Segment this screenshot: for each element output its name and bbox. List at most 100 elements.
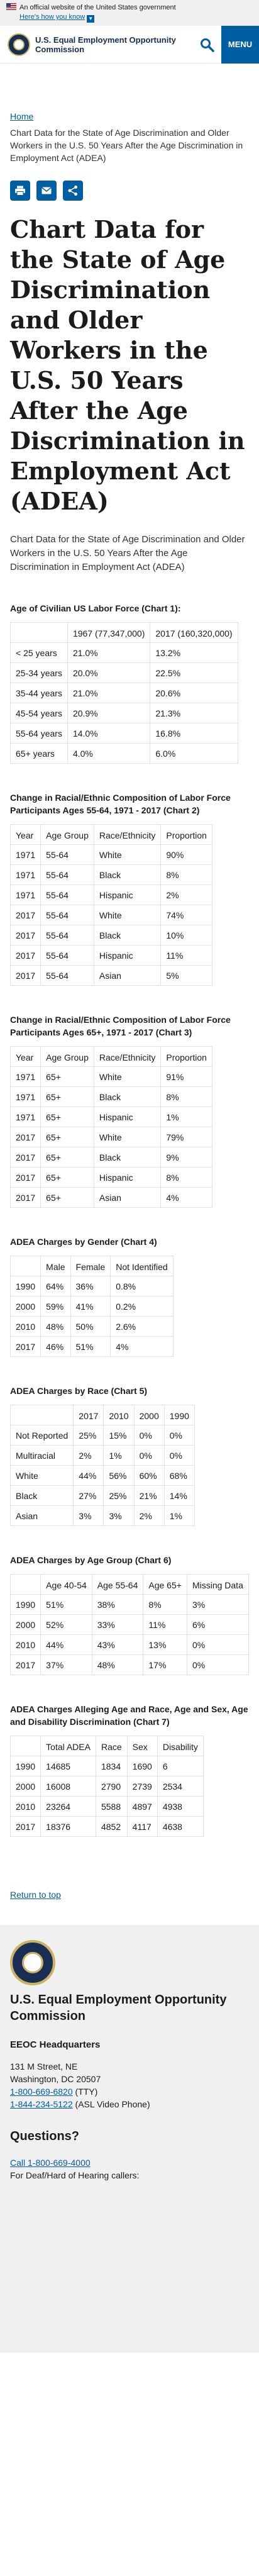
table-cell: 35-44 years	[10, 683, 68, 703]
breadcrumb-home-link[interactable]: Home	[10, 111, 34, 121]
table-cell: 65+	[40, 1066, 94, 1087]
table-cell: 74%	[160, 905, 212, 925]
column-header: Not Identified	[110, 1256, 174, 1276]
table-cell: 2017	[9, 1187, 41, 1208]
table-cell: 1971	[9, 864, 41, 885]
table-cell: Black	[9, 1485, 74, 1506]
table-cell: 64%	[40, 1276, 71, 1296]
column-header: 1990	[163, 1405, 195, 1425]
column-header	[9, 1405, 74, 1425]
table-cell: Black	[93, 1086, 162, 1107]
table-row: 2000 52% 33% 11% 6%	[9, 1614, 249, 1635]
chart-table-section: Change in Racial/Ethnic Composition of L…	[9, 1013, 249, 1208]
table-cell: Hispanic	[93, 945, 162, 966]
table-row: 2010 44% 43% 13% 0%	[9, 1634, 249, 1655]
table-cell: 1%	[163, 1505, 195, 1526]
table-title: ADEA Charges Alleging Age and Race, Age …	[10, 1704, 248, 1727]
table-cell: 4938	[157, 1796, 204, 1817]
column-header: Year	[9, 824, 41, 845]
table-row: 2017 55-64 Black 10%	[9, 925, 212, 945]
data-table: Male Female Not Identified 1990 64% 36% 0.8% 20…	[9, 1256, 174, 1357]
table-cell: 16.8%	[150, 723, 238, 744]
share-button[interactable]	[63, 181, 83, 201]
table-cell: 1971	[9, 884, 41, 905]
table-cell: 20.0%	[67, 662, 151, 683]
table-header-row: Total ADEA Race Sex Disability	[9, 1736, 204, 1756]
table-cell: 2790	[95, 1776, 128, 1797]
table-cell: 0%	[186, 1634, 249, 1655]
table-cell: 16008	[40, 1776, 96, 1797]
agency-name[interactable]: U.S. Equal Employment Opportunity Commis…	[35, 35, 176, 54]
table-cell: 5588	[95, 1796, 128, 1817]
column-header: Race	[95, 1736, 128, 1756]
table-cell: 6	[157, 1756, 204, 1776]
chart-table-section: ADEA Charges by Gender (Chart 4) Male Fema…	[9, 1235, 249, 1357]
table-cell: 25%	[103, 1485, 135, 1506]
column-header: 2000	[133, 1405, 165, 1425]
table-row: 2010 23264 5588 4897 4938	[9, 1796, 204, 1817]
us-flag-icon	[6, 3, 16, 10]
column-header	[9, 1256, 41, 1276]
table-cell: 46%	[40, 1336, 71, 1357]
print-button[interactable]	[10, 181, 30, 201]
table-cell: 2017	[9, 1127, 41, 1147]
table-cell: 2017	[9, 905, 41, 925]
table-cell: 1971	[9, 1086, 41, 1107]
table-title: Change in Racial/Ethnic Composition of L…	[10, 1015, 231, 1037]
column-header: Age 55-64	[91, 1574, 144, 1595]
table-cell: 55-64	[40, 884, 94, 905]
table-cell: 11%	[160, 945, 212, 966]
table-title: ADEA Charges by Age Group (Chart 6)	[10, 1555, 172, 1565]
column-header: Male	[40, 1256, 71, 1276]
gov-banner: An official website of the United States…	[0, 0, 259, 26]
table-header-row: 2017 2010 2000 1990	[9, 1405, 195, 1425]
table-cell: 56%	[103, 1465, 135, 1486]
heres-how-you-know-link[interactable]: Here's how you know	[19, 13, 85, 21]
table-cell: 55-64	[40, 945, 94, 966]
menu-button[interactable]: MENU	[221, 25, 259, 64]
table-cell: 36%	[70, 1276, 111, 1296]
table-cell: 2017	[9, 965, 41, 986]
return-to-top: Return to top	[10, 1890, 249, 1900]
asl-phone-link[interactable]: 1-844-234-5122	[10, 2099, 73, 2109]
column-header: Proportion	[160, 1046, 212, 1067]
table-cell: 38%	[91, 1594, 144, 1615]
table-row: Black 27% 25% 21% 14%	[9, 1485, 195, 1506]
table-cell: 15%	[103, 1425, 135, 1446]
table-cell: < 25 years	[10, 642, 68, 663]
table-cell: 11%	[143, 1614, 187, 1635]
share-toolbar	[10, 181, 249, 201]
table-cell: 18376	[40, 1816, 96, 1837]
table-row: 1971 65+ White 91%	[9, 1066, 212, 1087]
column-header: Age Group	[40, 1046, 94, 1067]
chart-table-section: ADEA Charges by Race (Chart 5) 2017 2010 20…	[9, 1385, 249, 1526]
call-link[interactable]: Call 1-800-669-4000	[10, 2158, 91, 2168]
table-row: 1971 55-64 Hispanic 2%	[9, 884, 212, 905]
address-line-2: Washington, DC 20507	[10, 2074, 101, 2084]
table-row: 2017 55-64 White 74%	[9, 905, 212, 925]
table-cell: 1834	[95, 1756, 128, 1776]
table-row: 1990 51% 38% 8% 3%	[9, 1594, 249, 1615]
table-cell: 2017	[9, 925, 41, 945]
table-cell: 4.0%	[67, 743, 151, 764]
table-title: ADEA Charges by Race (Chart 5)	[10, 1386, 148, 1396]
table-cell: 17%	[143, 1654, 187, 1675]
tty-phone-link[interactable]: 1-800-669-6820	[10, 2087, 73, 2097]
table-cell: 4%	[160, 1187, 212, 1208]
table-row: 2017 18376 4852 4117 4638	[9, 1816, 204, 1837]
column-header: Race/Ethnicity	[93, 1046, 162, 1067]
table-cell: 4117	[126, 1816, 158, 1837]
table-cell: 52%	[40, 1614, 92, 1635]
print-icon	[15, 186, 25, 196]
table-cell: 48%	[40, 1316, 71, 1337]
table-row: 65+ years 4.0% 6.0%	[10, 743, 238, 764]
table-cell: 3%	[103, 1505, 135, 1526]
email-button[interactable]	[36, 181, 57, 201]
table-cell: 14%	[163, 1485, 195, 1506]
table-cell: White	[93, 1066, 162, 1087]
return-to-top-link[interactable]: Return to top	[10, 1890, 61, 1900]
eeoc-seal-icon[interactable]	[8, 33, 30, 56]
chevron-down-icon[interactable]: ▼	[87, 15, 95, 23]
page-title: Chart Data for the State of Age Discrimi…	[10, 215, 245, 515]
search-button[interactable]	[192, 26, 221, 64]
